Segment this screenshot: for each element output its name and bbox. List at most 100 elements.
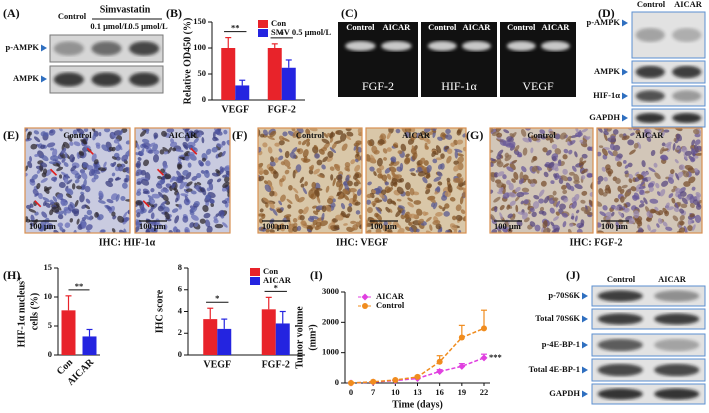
band <box>129 72 160 87</box>
cell <box>258 162 264 170</box>
cell <box>628 178 633 184</box>
band <box>654 388 700 400</box>
band <box>597 290 643 302</box>
cell <box>521 192 530 195</box>
cell <box>95 144 101 149</box>
cell <box>151 193 161 199</box>
cell <box>142 190 149 194</box>
cell <box>453 160 459 165</box>
cell <box>334 163 341 172</box>
cell <box>416 228 420 233</box>
cell <box>627 139 635 146</box>
cell <box>345 213 351 218</box>
cell <box>632 195 638 201</box>
ihc-border <box>24 127 131 234</box>
cell <box>371 200 377 206</box>
cell <box>455 204 462 212</box>
cell <box>609 143 615 151</box>
cell <box>581 168 588 174</box>
cell <box>195 184 199 192</box>
cell <box>502 226 508 233</box>
cell <box>118 130 123 136</box>
row-label: Total 4E-BP-1 <box>529 364 580 374</box>
cell <box>424 133 430 137</box>
bar <box>275 323 290 355</box>
bar <box>203 319 218 355</box>
cell <box>50 155 59 162</box>
cell <box>54 159 62 165</box>
cell <box>164 173 172 180</box>
cell <box>303 156 308 162</box>
cell <box>579 157 584 162</box>
cell <box>550 180 555 185</box>
cell <box>683 181 691 187</box>
cell <box>163 151 169 155</box>
cell <box>341 143 348 151</box>
cell <box>620 196 627 202</box>
cell <box>454 148 463 153</box>
cell <box>569 185 575 192</box>
panel-label: (E) <box>3 128 19 142</box>
cell <box>692 224 696 231</box>
cell <box>331 142 337 150</box>
cell <box>264 180 268 185</box>
cell <box>573 173 580 182</box>
cell <box>29 156 32 162</box>
cell <box>115 156 121 161</box>
bar <box>235 85 250 100</box>
cell <box>84 214 90 220</box>
cell <box>665 226 673 231</box>
cell <box>155 183 163 189</box>
cell <box>141 178 150 186</box>
column-label: Control <box>637 0 666 9</box>
cell <box>258 218 264 224</box>
cell <box>552 197 559 202</box>
cell <box>58 210 64 216</box>
cell <box>166 128 175 133</box>
cell <box>515 195 521 202</box>
cell <box>499 212 503 220</box>
cell <box>33 130 40 135</box>
legend-swatch <box>250 277 260 285</box>
cell <box>607 137 617 143</box>
cell <box>617 218 624 225</box>
cell <box>578 160 587 166</box>
cell <box>675 187 681 194</box>
cell <box>321 138 330 144</box>
cell <box>59 226 64 232</box>
legend-swatch <box>250 268 260 276</box>
cell <box>280 225 286 232</box>
cell <box>549 207 555 214</box>
cell <box>384 186 391 193</box>
cell <box>265 228 270 233</box>
cell <box>65 173 69 180</box>
cell <box>211 146 218 153</box>
cell <box>305 128 311 135</box>
cell <box>629 149 636 155</box>
cell <box>671 197 676 204</box>
y-tick-label: 0 <box>335 377 339 387</box>
cell <box>278 148 283 153</box>
cell <box>508 192 517 198</box>
cell <box>511 159 518 164</box>
cell <box>278 155 284 161</box>
cell <box>588 146 593 152</box>
cell <box>280 161 285 166</box>
cell <box>425 188 431 195</box>
cell <box>655 182 660 189</box>
cell <box>216 143 223 148</box>
cell <box>218 211 225 216</box>
cell <box>162 194 169 202</box>
cell <box>122 211 128 219</box>
cell <box>571 165 577 172</box>
cell <box>308 169 314 175</box>
cell <box>384 181 389 186</box>
cell <box>80 191 85 195</box>
cell <box>284 150 290 159</box>
cell <box>662 221 668 227</box>
cell <box>548 137 555 143</box>
y-tick-label: 0 <box>48 349 52 359</box>
cell <box>618 211 623 217</box>
significance: * <box>280 29 284 39</box>
cell <box>318 148 325 155</box>
